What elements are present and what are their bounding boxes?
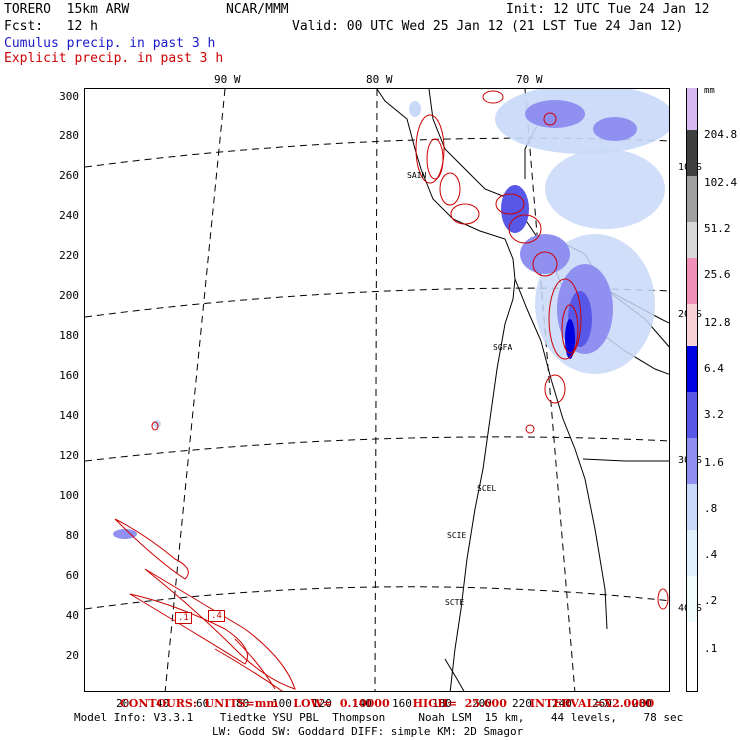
legend-swatch [686,222,698,258]
legend-label: .1 [704,642,718,655]
station-label: SCTE [445,598,465,607]
x-tick-label: 140 [352,697,372,710]
y-tick-label: 20 [65,649,79,662]
x-tick-label: 120 [312,697,332,710]
legend-label: 25.6 [704,268,731,281]
contour-tag: .4 [208,610,225,622]
y-tick-label: 120 [59,449,79,462]
y-tick-label: 60 [65,569,79,582]
y-tick-label: 300 [59,90,79,103]
station-label: SCEL [477,484,497,493]
x-tick-label: 60 [196,697,210,710]
x-tick-label: 220 [512,697,532,710]
precip-map [84,88,670,692]
legend-label: 102.4 [704,176,738,189]
legend-label: 12.8 [704,316,731,329]
legend-swatch [686,304,698,346]
contour-tag: .1 [175,612,192,624]
model-info: Model Info: V3.3.1 Tiedtke YSU PBL Thomp… [74,711,684,724]
x-tick-label: 280 [632,697,652,710]
legend-swatch [686,438,698,484]
legend-label: .8 [704,502,718,515]
lon-label: 80 W [366,73,393,86]
x-tick-label: 200 [472,697,492,710]
lon-label: 90 W [214,73,241,86]
x-tick-label: 100 [272,697,292,710]
physics-info: LW: Godd SW: Goddard DIFF: simple KM: 2D… [212,725,524,738]
legend-unit: mm [704,86,715,96]
legend-label: 3.2 [704,408,724,421]
legend-swatch [686,88,698,130]
forecast-hour: Fcst: 12 h [4,19,98,34]
legend-swatch [686,530,698,576]
y-tick-label: 80 [65,529,79,542]
title-cumulus: Cumulus precip. in past 3 h [4,36,216,51]
legend-swatch [686,576,698,622]
legend-label: 204.8 [704,128,738,141]
x-tick-label: 240 [552,697,572,710]
x-tick-label: 20 [116,697,130,710]
y-tick-label: 180 [59,329,79,342]
y-tick-label: 100 [59,489,79,502]
station-label: SGFA [493,343,513,352]
contour-info: CONTOURS: UNITS=mm LOW= 0.10000 HIGH= 25… [120,697,655,710]
y-tick-label: 160 [59,369,79,382]
valid-time: Valid: 00 UTC Wed 25 Jan 12 (21 LST Tue … [292,19,684,34]
x-tick-label: 160 [392,697,412,710]
legend-swatch [686,130,698,176]
y-tick-label: 280 [59,129,79,142]
legend-label: 6.4 [704,362,724,375]
legend-label: 1.6 [704,456,724,469]
y-tick-label: 220 [59,249,79,262]
legend-label: .2 [704,594,718,607]
model-name: TORERO 15km ARW [4,2,130,17]
y-tick-label: 40 [65,609,79,622]
y-tick-label: 200 [59,289,79,302]
x-tick-label: 40 [156,697,170,710]
map-canvas [85,89,669,691]
lon-label: 70 W [516,73,543,86]
y-tick-label: 240 [59,209,79,222]
org-name: NCAR/MMM [226,2,289,17]
station-label: SAIN [407,171,427,180]
x-tick-label: 180 [432,697,452,710]
cumulus-shading [113,89,669,539]
station-label: SCIE [447,531,467,540]
init-time: Init: 12 UTC Tue 24 Jan 12 [506,2,710,17]
y-tick-label: 140 [59,409,79,422]
legend-label: 51.2 [704,222,731,235]
y-tick-label: 260 [59,169,79,182]
legend-swatch [686,258,698,304]
legend-swatch [686,622,698,692]
legend-swatch [686,346,698,392]
legend-swatch [686,176,698,222]
title-explicit: Explicit precip. in past 3 h [4,51,224,66]
x-tick-label: 80 [236,697,250,710]
legend-swatch [686,484,698,530]
legend-swatch [686,392,698,438]
explicit-contours [114,90,669,691]
x-tick-label: 260 [592,697,612,710]
legend-label: .4 [704,548,718,561]
